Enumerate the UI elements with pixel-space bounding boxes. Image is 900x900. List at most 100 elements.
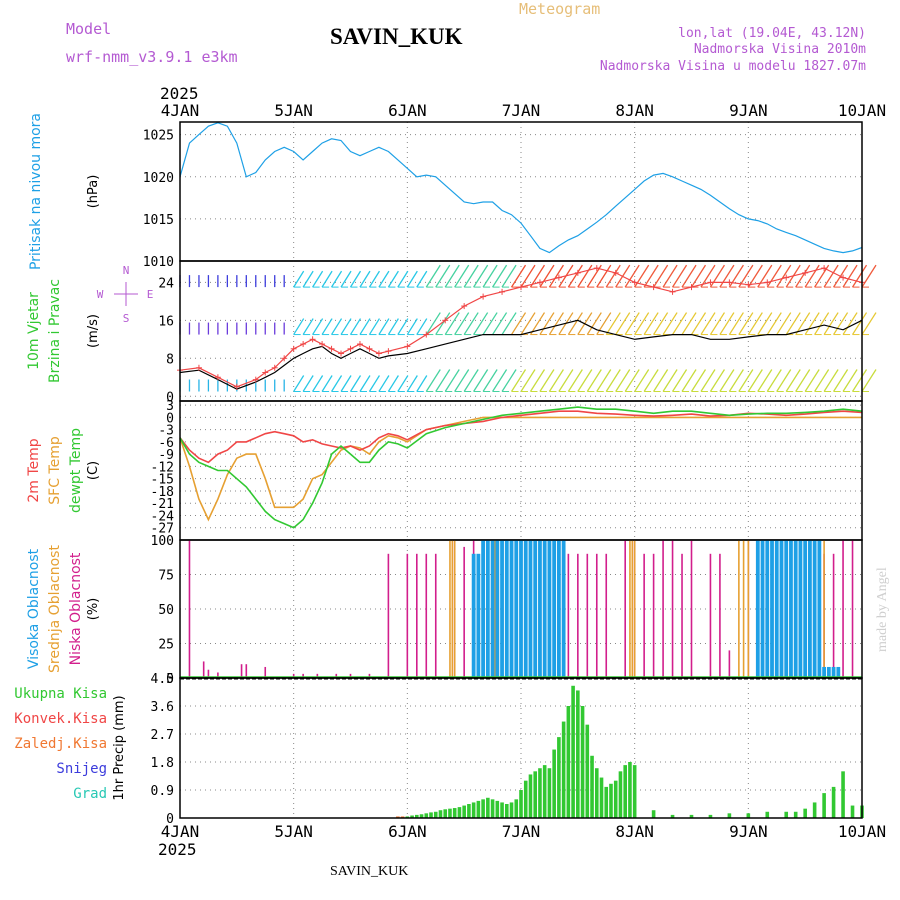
year-top: 2025	[160, 84, 199, 103]
precip-bar	[727, 813, 732, 818]
y-tick-label: 16	[158, 314, 174, 329]
wind-barb	[851, 312, 868, 335]
time-label-bottom: 7JAN	[502, 822, 541, 841]
cloud-bar-visoka	[533, 540, 538, 678]
cloud-bar-visoka	[803, 540, 808, 678]
wind-barb	[435, 369, 451, 392]
wind-barb	[709, 264, 725, 288]
wind-barb	[378, 270, 390, 288]
precip-bar	[500, 802, 504, 818]
y-tick-label: 8	[166, 352, 174, 367]
cloud-bar-visoka	[793, 540, 798, 678]
cloud-bar-niska	[662, 540, 664, 678]
y-tick-label: -21	[151, 497, 174, 512]
panels: 1010 1015 1020 1025 (hPa) Pritisak na nivou m…	[14, 113, 877, 827]
wind-barb	[520, 264, 536, 288]
precip-bar	[400, 816, 405, 818]
wind-barb	[463, 312, 479, 335]
series-dewpt-temp	[179, 406, 863, 529]
precip-bar	[566, 706, 571, 818]
precip-bar	[831, 786, 836, 818]
wind-barb	[738, 369, 754, 392]
wind-barb	[473, 369, 489, 392]
precip-bar	[585, 724, 590, 818]
precip-bar	[580, 706, 585, 818]
wind-barb	[463, 369, 479, 392]
wind-barb	[548, 369, 564, 392]
side-label: Niska Oblacnost	[68, 552, 84, 665]
wind-barb	[406, 375, 418, 392]
wind-barb	[425, 369, 441, 392]
precip-bar	[396, 816, 400, 818]
wind-barb	[842, 312, 858, 335]
time-label-bottom: 4JAN	[161, 822, 200, 841]
cloud-bar-niska	[681, 553, 683, 678]
cloud-bar-visoka	[765, 540, 770, 678]
series-brzina	[179, 319, 863, 390]
cloud-bar-niska	[719, 553, 721, 678]
wind-barb	[444, 264, 460, 288]
cloud-bar-srednja	[738, 540, 740, 678]
cloud-bar-niska	[842, 540, 844, 678]
wind-barb	[662, 264, 678, 288]
precip-bar	[632, 765, 637, 818]
wind-barb	[795, 369, 811, 392]
wind-barb	[321, 270, 333, 288]
cloud-bar-visoka	[808, 540, 812, 678]
wind-barb	[444, 369, 460, 392]
precip-bar	[410, 815, 414, 818]
wind-barb	[539, 312, 555, 335]
cloud-bar-visoka	[519, 540, 523, 678]
precip-bar	[590, 755, 594, 818]
cloud-bar-srednja	[742, 540, 745, 678]
cloud-bar-srednja	[449, 540, 451, 678]
precip-bar	[481, 799, 485, 818]
y-tick-label: -6	[158, 436, 174, 451]
wind-barb	[473, 312, 489, 335]
wind-barb	[454, 312, 470, 335]
precip-bar	[812, 802, 817, 818]
wind-barb	[766, 264, 782, 288]
cloud-bar-visoka	[552, 540, 557, 678]
wind-barb	[833, 369, 849, 392]
model-elevation-label: Nadmorska Visina u modelu 1827.07m	[600, 59, 866, 74]
wind-barb	[747, 312, 763, 335]
y-tick-label: 75	[158, 569, 174, 584]
cloud-bar-niska	[605, 553, 608, 678]
wind-barb	[577, 369, 593, 392]
cloud-bar-niska	[245, 664, 248, 678]
panel-ylabel: 1hr Precip (mm)	[112, 695, 127, 800]
wind-barb	[312, 375, 324, 392]
wind-barb	[842, 264, 858, 288]
precip-bar	[429, 812, 433, 818]
cloud-bar-niska	[240, 664, 243, 678]
precip-bar	[618, 771, 623, 818]
wind-barb	[814, 369, 830, 392]
wind-barb	[397, 375, 409, 392]
cloud-bar-niska	[434, 553, 437, 678]
y-tick-label: 0	[166, 672, 174, 687]
wind-barb	[776, 264, 792, 288]
time-label-top: 10JAN	[838, 101, 886, 120]
precip-bar	[561, 721, 566, 818]
wind-barb	[795, 264, 811, 288]
y-tick-label: -15	[151, 473, 174, 488]
wind-barb	[302, 318, 314, 335]
wind-barb	[397, 270, 409, 288]
cloud-bar-niska	[416, 553, 418, 678]
time-label-top: 8JAN	[615, 101, 654, 120]
wind-barb	[757, 312, 773, 335]
cloud-bar-niska	[202, 661, 205, 678]
cloud-bar-niska	[690, 540, 693, 678]
wind-barb	[529, 312, 546, 335]
wind-barb	[861, 369, 877, 392]
wind-barb	[567, 312, 583, 335]
y-tick-label: 1010	[143, 255, 174, 270]
cloud-bar-niska	[387, 553, 390, 678]
wind-barbs	[179, 264, 877, 393]
wind-barb	[331, 270, 343, 288]
wind-barb	[700, 312, 716, 335]
wind-barb	[672, 312, 688, 335]
side-label: Ukupna Kisa	[14, 686, 107, 702]
